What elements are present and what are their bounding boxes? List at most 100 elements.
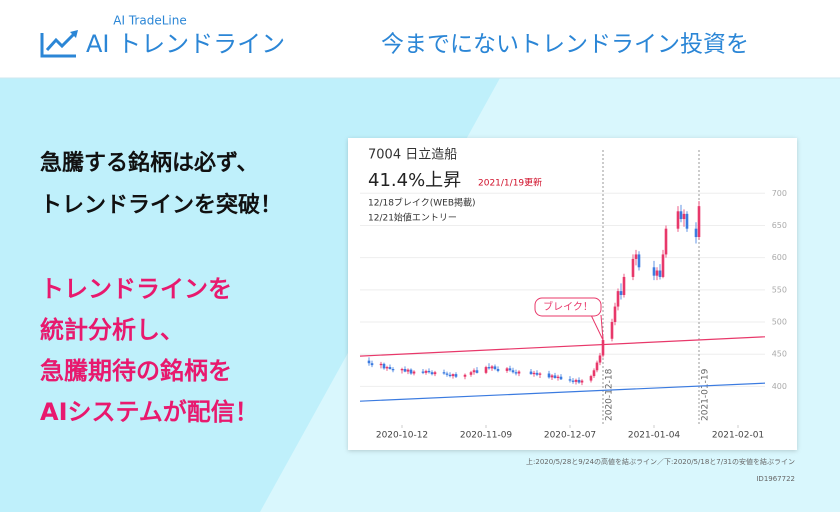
candle-body xyxy=(553,375,557,379)
callout-pointer xyxy=(590,314,604,341)
candle-body xyxy=(385,367,389,369)
candle-body xyxy=(559,376,563,380)
pitch-line: トレンドラインを xyxy=(40,275,232,303)
note: 12/18ブレイク(WEB掲載) xyxy=(368,197,476,209)
candle-body xyxy=(592,370,596,377)
candle-body xyxy=(538,373,542,375)
candle-body xyxy=(379,363,383,366)
pitch-line: AIシステムが配信！ xyxy=(40,398,259,426)
candle-body xyxy=(421,371,425,373)
candle-body xyxy=(493,366,497,369)
candle-body xyxy=(682,213,686,220)
candle-body xyxy=(532,372,536,375)
candle-body xyxy=(616,291,620,307)
y-tick-label: 700 xyxy=(772,189,787,198)
marker-label: 2020-12-18 xyxy=(605,368,615,421)
marker-label: 2021-01-19 xyxy=(701,368,711,421)
candle-body xyxy=(664,228,668,255)
candle-body xyxy=(652,267,656,276)
y-tick-label: 600 xyxy=(772,253,787,262)
candle-body xyxy=(391,369,395,371)
candle-body xyxy=(442,372,446,374)
candle-body xyxy=(472,370,476,373)
candle-body xyxy=(412,371,416,374)
candle-body xyxy=(595,362,599,371)
candle-body xyxy=(529,371,533,375)
candle-body xyxy=(427,370,431,373)
candle-body xyxy=(508,368,512,371)
candle-body xyxy=(556,376,560,379)
candle-body xyxy=(589,376,593,381)
candle-body xyxy=(535,372,539,375)
candle-body xyxy=(388,367,392,369)
candle-body xyxy=(475,370,479,373)
candle-body xyxy=(370,363,374,366)
candle-body xyxy=(433,372,437,375)
candle-body xyxy=(685,213,689,229)
y-tick-label: 550 xyxy=(772,285,787,294)
candle-body xyxy=(547,373,551,378)
candle-body xyxy=(679,211,683,220)
candle-body xyxy=(463,374,467,377)
candle-body xyxy=(487,367,491,369)
candle-body xyxy=(655,270,659,276)
candle-body xyxy=(631,258,635,277)
candle-body xyxy=(577,379,581,383)
candle-body xyxy=(697,206,701,238)
candle-body xyxy=(430,372,434,375)
candle-body xyxy=(550,375,554,378)
candle-body xyxy=(676,211,680,229)
candle-body xyxy=(403,369,407,372)
candle-body xyxy=(517,371,521,374)
tagline: 今までにないトレンドライン投資を xyxy=(381,32,749,58)
trend-line xyxy=(359,382,766,402)
headline: 41.4%上昇 xyxy=(368,170,461,191)
candle-body xyxy=(661,254,665,277)
x-tick-label: 2020-11-09 xyxy=(460,431,513,441)
candle-body xyxy=(382,363,386,369)
pitch-line: 急騰期待の銘柄を xyxy=(40,357,232,385)
trend-line xyxy=(359,336,766,357)
candle-body xyxy=(454,374,458,377)
lead-line: 急騰する銘柄は必ず、 xyxy=(40,150,258,176)
y-tick-label: 650 xyxy=(772,221,787,230)
candle-body xyxy=(445,373,449,375)
plot: 400 450 500 550 600 650 700 2020-10-12 2020-11-0… xyxy=(359,150,787,441)
candle-body xyxy=(619,291,623,295)
candle-body xyxy=(367,360,371,364)
candle-body xyxy=(598,355,602,363)
candle-body xyxy=(484,367,488,373)
candle-body xyxy=(496,369,500,371)
chart-title: 7004 日立造船 xyxy=(368,148,457,163)
candle-body xyxy=(409,369,413,374)
chart-id: ID1967722 xyxy=(756,475,795,483)
candle-body xyxy=(448,374,452,377)
y-tick-label: 500 xyxy=(772,318,787,327)
candle-body xyxy=(658,270,662,277)
candle-body xyxy=(637,254,641,268)
candle-body xyxy=(580,380,584,383)
candle-body xyxy=(613,306,617,323)
callout-text: ブレイク！ xyxy=(543,300,593,313)
candle-body xyxy=(514,372,518,374)
candle-body xyxy=(601,340,605,356)
logo-text: AI トレンドライン xyxy=(86,30,285,58)
header-bar xyxy=(0,0,840,78)
x-tick-label: 2020-10-12 xyxy=(376,431,428,441)
candle-body xyxy=(634,254,638,259)
candle-body xyxy=(469,372,473,375)
candle-body xyxy=(610,322,614,339)
callout-box xyxy=(534,297,602,317)
candle-body xyxy=(694,228,698,238)
lead-line: トレンドラインを突破！ xyxy=(40,192,282,218)
pitch-line: 統計分析し、 xyxy=(40,316,184,344)
x-tick-label: 2020-12-07 xyxy=(544,431,596,441)
x-tick-label: 2021-01-04 xyxy=(628,431,681,441)
candle-body xyxy=(571,380,575,382)
y-tick-label: 400 xyxy=(772,382,787,391)
candle-body xyxy=(568,379,572,381)
y-tick-label: 450 xyxy=(772,350,787,359)
candle-body xyxy=(400,369,404,371)
